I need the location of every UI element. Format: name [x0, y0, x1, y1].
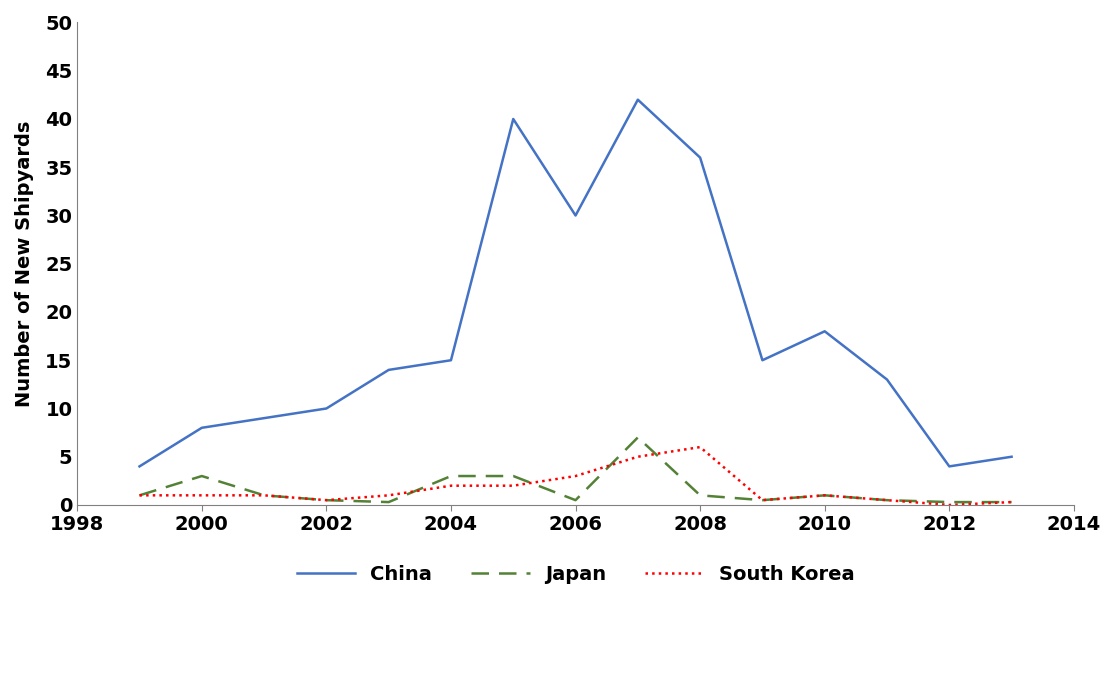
- China: [818, 327, 831, 335]
- China: [756, 356, 769, 365]
- South Korea: [133, 491, 146, 499]
- China: [632, 96, 645, 104]
- South Korea: [444, 482, 458, 490]
- Japan: [258, 491, 271, 499]
- China: [195, 423, 209, 432]
- Japan: [569, 496, 583, 504]
- Japan: [195, 472, 209, 480]
- China: [382, 366, 395, 374]
- Japan: [507, 472, 520, 480]
- Line: Japan: Japan: [140, 438, 1011, 502]
- South Korea: [569, 472, 583, 480]
- Japan: [444, 472, 458, 480]
- South Korea: [195, 491, 209, 499]
- South Korea: [818, 491, 831, 499]
- South Korea: [693, 443, 706, 451]
- Japan: [693, 491, 706, 499]
- Legend: China, Japan, South Korea: China, Japan, South Korea: [289, 557, 863, 592]
- China: [1004, 453, 1018, 461]
- Japan: [1004, 498, 1018, 506]
- China: [133, 462, 146, 471]
- Y-axis label: Number of New Shipyards: Number of New Shipyards: [15, 120, 33, 407]
- South Korea: [943, 501, 956, 509]
- South Korea: [319, 496, 333, 504]
- Japan: [943, 498, 956, 506]
- South Korea: [507, 482, 520, 490]
- China: [258, 414, 271, 422]
- South Korea: [382, 491, 395, 499]
- China: [693, 153, 706, 161]
- China: [507, 115, 520, 123]
- China: [319, 404, 333, 412]
- China: [943, 462, 956, 471]
- China: [444, 356, 458, 365]
- South Korea: [1004, 498, 1018, 506]
- South Korea: [258, 491, 271, 499]
- South Korea: [756, 496, 769, 504]
- Japan: [632, 434, 645, 442]
- Japan: [382, 498, 395, 506]
- Line: South Korea: South Korea: [140, 447, 1011, 505]
- Japan: [756, 496, 769, 504]
- Japan: [881, 496, 894, 504]
- China: [569, 211, 583, 220]
- Japan: [133, 491, 146, 499]
- China: [881, 376, 894, 384]
- Line: China: China: [140, 100, 1011, 466]
- South Korea: [632, 453, 645, 461]
- South Korea: [881, 496, 894, 504]
- Japan: [319, 496, 333, 504]
- Japan: [818, 491, 831, 499]
